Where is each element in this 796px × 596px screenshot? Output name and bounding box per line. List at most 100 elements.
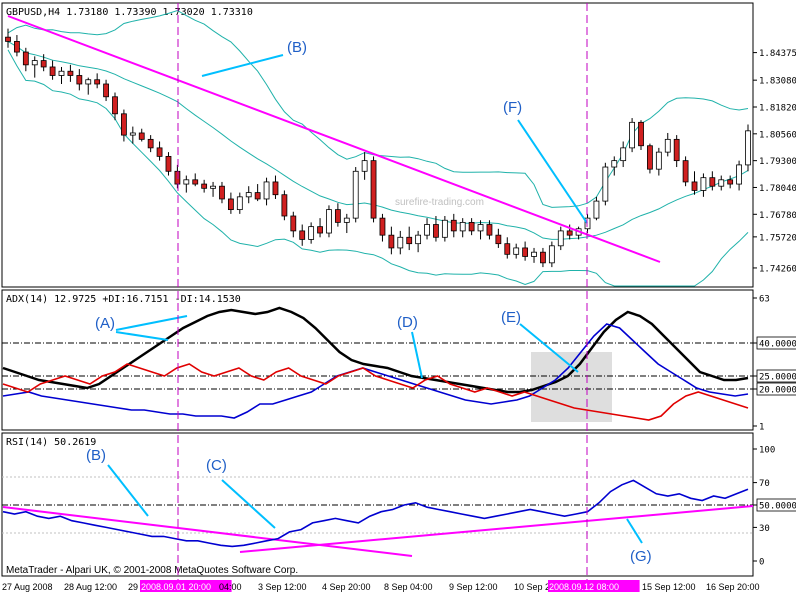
candle-body bbox=[450, 219, 457, 232]
rsi-series bbox=[2, 479, 749, 548]
candle-body bbox=[379, 217, 386, 236]
candle-body bbox=[433, 224, 439, 238]
candle-body bbox=[459, 221, 466, 232]
candle-body bbox=[700, 177, 707, 191]
candle-body bbox=[165, 155, 172, 172]
candle-body bbox=[138, 132, 145, 140]
candle-body bbox=[531, 251, 537, 257]
candle-body bbox=[566, 230, 573, 236]
candle-body bbox=[664, 138, 671, 153]
price-tick-label: 1.83080 bbox=[759, 77, 796, 87]
candle-body bbox=[468, 221, 475, 232]
candle-body bbox=[424, 224, 430, 236]
candle-body bbox=[147, 138, 154, 149]
marker-b-rsi: (B) bbox=[86, 447, 106, 464]
candle-body bbox=[254, 192, 261, 200]
pointer-c bbox=[221, 479, 276, 529]
candle-body bbox=[647, 145, 653, 170]
candle-body bbox=[557, 230, 564, 247]
trendline-b bbox=[7, 15, 661, 263]
candle-body bbox=[593, 200, 600, 219]
adx-pane-frame bbox=[1, 289, 754, 431]
candle-body bbox=[14, 41, 20, 53]
adx-series bbox=[2, 306, 749, 421]
adx-pane: ADX(14) 12.9725 +DI:16.7151 -DI:14.1530 … bbox=[1, 289, 796, 433]
candle-body bbox=[5, 36, 11, 42]
candle-body bbox=[334, 209, 341, 223]
candle-body bbox=[174, 170, 181, 185]
candle-body bbox=[31, 60, 38, 66]
marker-a: (A) bbox=[95, 315, 115, 332]
pointer-a1 bbox=[115, 315, 188, 331]
candle-body bbox=[40, 60, 47, 68]
copyright-text: MetaTrader - Alpari UK, © 2001-2008 Meta… bbox=[6, 565, 298, 576]
price-tick-label: 1.81820 bbox=[759, 103, 796, 113]
candle-body bbox=[602, 166, 609, 202]
candle-body bbox=[441, 219, 448, 238]
time-label: 8 Sep 04:00 bbox=[384, 582, 433, 592]
candle-body bbox=[326, 209, 332, 234]
time-label: 10 Sep 2 bbox=[514, 582, 550, 592]
rsi-axis: 100 70 50.000000 30 0 bbox=[753, 446, 796, 568]
time-axis: 27 Aug 2008 28 Aug 12:00 29 2008.09.01 20:0… bbox=[2, 580, 760, 592]
adx-tick-label: 63 bbox=[759, 295, 770, 305]
time-label: 2008.09.01 20:00 bbox=[141, 582, 211, 592]
time-highlight-box bbox=[140, 580, 232, 592]
price-tick-label: 1.75720 bbox=[759, 233, 796, 243]
rsi-line bbox=[2, 479, 749, 548]
rsi-trendline-down bbox=[2, 506, 413, 557]
candle-body bbox=[22, 51, 29, 66]
candle-body bbox=[201, 183, 208, 189]
adx-tick-label: 20.000000 bbox=[759, 386, 796, 396]
candle-body bbox=[655, 151, 662, 170]
price-tick-label: 1.80560 bbox=[759, 130, 796, 140]
candle-body bbox=[67, 70, 74, 76]
candle-body bbox=[638, 121, 644, 147]
pointer-d bbox=[411, 331, 423, 379]
candle-body bbox=[745, 130, 751, 166]
candle-body bbox=[673, 138, 680, 162]
candle-body bbox=[219, 185, 225, 200]
rsi-tick-box bbox=[756, 498, 796, 512]
candle-body bbox=[611, 160, 618, 168]
price-tick-label: 1.79300 bbox=[759, 157, 796, 167]
candle-body bbox=[736, 164, 742, 185]
candle-body bbox=[343, 217, 350, 223]
band-lower bbox=[7, 49, 749, 287]
price-axis: 1.84375 1.83080 1.81820 1.80560 1.79300 1.780… bbox=[753, 49, 796, 274]
candle-body bbox=[281, 194, 288, 217]
price-tick-label: 1.74260 bbox=[759, 264, 796, 274]
time-label: 3 Sep 12:00 bbox=[258, 582, 307, 592]
candle-body bbox=[112, 96, 118, 115]
candle-body bbox=[620, 147, 627, 162]
candle-body bbox=[58, 70, 65, 76]
candle-body bbox=[156, 147, 163, 157]
time-label: 04:00 bbox=[219, 582, 242, 592]
candle-body bbox=[584, 217, 591, 230]
band-middle bbox=[7, 40, 749, 240]
adx-pane-header: ADX(14) 12.9725 +DI:16.7151 -DI:14.1530 bbox=[6, 294, 241, 305]
candle-body bbox=[477, 224, 484, 232]
price-tick-label: 1.76780 bbox=[759, 211, 796, 221]
candle-body bbox=[361, 160, 368, 172]
candles bbox=[5, 28, 751, 268]
pointer-b bbox=[201, 54, 284, 77]
price-pane-header: GBPUSD,H4 1.73180 1.73390 1.73020 1.7331… bbox=[6, 7, 253, 18]
candle-body bbox=[121, 113, 127, 136]
adx-line-1 bbox=[2, 323, 749, 419]
time-label: 28 Aug 12:00 bbox=[64, 582, 117, 592]
candle-body bbox=[406, 236, 413, 245]
candle-body bbox=[317, 226, 323, 234]
candle-body bbox=[210, 185, 216, 189]
candle-body bbox=[49, 66, 56, 76]
marker-e: (E) bbox=[501, 309, 521, 326]
candle-body bbox=[397, 236, 404, 249]
candle-body bbox=[227, 198, 234, 211]
candle-body bbox=[308, 226, 315, 240]
marker-b-price: (B) bbox=[287, 39, 307, 56]
marker-d: (D) bbox=[397, 314, 418, 331]
pointer-g bbox=[626, 518, 643, 544]
candle-body bbox=[486, 224, 493, 236]
time-label: 16 Sep 20:00 bbox=[706, 582, 760, 592]
